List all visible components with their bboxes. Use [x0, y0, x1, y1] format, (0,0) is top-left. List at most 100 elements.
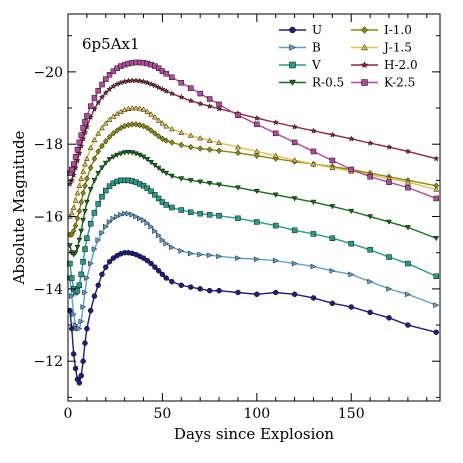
- data-point-r-0-5: [253, 188, 260, 195]
- data-point-j-1-5: [151, 114, 158, 120]
- data-point-j-1-5: [140, 106, 147, 112]
- data-point-v: [178, 207, 185, 213]
- data-point-u: [140, 255, 147, 261]
- data-point-k-2-5: [70, 161, 77, 167]
- series-line-h-2-0: [69, 79, 437, 185]
- data-point-b: [216, 253, 223, 260]
- y-axis-label: Absolute Magnitude: [10, 130, 28, 285]
- data-point-i-1-0: [140, 122, 147, 130]
- data-point-r-0-5: [272, 192, 279, 198]
- data-point-r-0-5: [72, 250, 79, 256]
- data-point-u: [188, 284, 194, 290]
- data-point-i-1-0: [187, 143, 194, 151]
- data-point-j-1-5: [291, 157, 298, 163]
- data-point-k-2-5: [155, 65, 162, 71]
- data-point-h-2-0: [102, 89, 110, 96]
- data-point-h-2-0: [347, 135, 355, 142]
- data-point-i-1-0: [78, 198, 85, 206]
- data-point-u: [433, 329, 439, 336]
- data-point-h-2-0: [144, 79, 151, 86]
- data-point-j-1-5: [163, 123, 170, 129]
- data-point-i-1-0: [206, 146, 213, 153]
- data-point-v: [159, 199, 166, 205]
- data-point-u: [310, 295, 317, 301]
- data-point-v: [163, 202, 169, 208]
- data-point-k-2-5: [433, 195, 439, 202]
- data-point-i-1-0: [110, 130, 117, 137]
- data-point-r-0-5: [329, 204, 336, 210]
- data-point-u: [70, 351, 77, 357]
- data-point-j-1-5: [91, 136, 98, 143]
- data-point-b: [76, 325, 83, 332]
- data-point-i-1-0: [144, 124, 151, 132]
- series-layer: [66, 59, 440, 386]
- data-point-j-1-5: [83, 155, 90, 161]
- data-point-v: [367, 247, 373, 253]
- data-point-b: [310, 263, 317, 270]
- data-point-b: [99, 229, 105, 236]
- data-point-b: [152, 228, 158, 234]
- data-point-h-2-0: [98, 93, 106, 100]
- data-point-i-1-0: [197, 145, 203, 152]
- data-point-r-0-5: [91, 178, 98, 184]
- legend-entry-r-0-5: R-0.5: [279, 76, 344, 90]
- data-point-u: [272, 289, 279, 296]
- data-point-k-2-5: [80, 125, 86, 131]
- data-point-i-1-0: [178, 141, 185, 149]
- data-point-b: [69, 293, 75, 299]
- data-point-h-2-0: [291, 123, 298, 130]
- data-point-u: [84, 325, 90, 332]
- series-line-v: [69, 179, 437, 294]
- data-point-h-2-0: [81, 129, 89, 136]
- data-point-j-1-5: [168, 126, 175, 132]
- data-point-i-1-0: [254, 152, 260, 159]
- legend-marker-v: [289, 61, 296, 69]
- data-point-v: [216, 213, 222, 219]
- data-point-u: [103, 264, 109, 270]
- data-point-u: [169, 278, 175, 285]
- data-point-v: [76, 282, 83, 288]
- data-point-j-1-5: [329, 164, 336, 170]
- data-point-u: [95, 282, 101, 288]
- data-point-b: [87, 260, 94, 267]
- data-point-h-2-0: [125, 77, 132, 84]
- data-point-k-2-5: [110, 68, 117, 74]
- data-point-k-2-5: [103, 76, 109, 82]
- data-point-r-0-5: [110, 154, 117, 160]
- data-point-u: [80, 358, 86, 364]
- data-point-v: [69, 275, 75, 281]
- data-point-r-0-5: [133, 151, 139, 157]
- data-point-v: [235, 215, 241, 222]
- data-point-i-1-0: [216, 147, 222, 154]
- data-point-r-0-5: [67, 243, 73, 249]
- data-point-k-2-5: [91, 95, 98, 101]
- model-annotation: 6p5Ax1: [82, 35, 140, 53]
- data-point-i-1-0: [129, 121, 135, 128]
- data-point-r-0-5: [121, 150, 128, 156]
- data-point-h-2-0: [110, 82, 117, 90]
- series-b: [67, 210, 440, 332]
- legend-label-b: B: [312, 41, 321, 55]
- data-point-j-1-5: [235, 144, 241, 150]
- data-point-r-0-5: [433, 236, 440, 242]
- series-line-u: [69, 252, 437, 385]
- data-point-b: [106, 219, 113, 225]
- data-point-b: [163, 240, 170, 247]
- data-point-b: [121, 210, 128, 217]
- data-point-i-1-0: [148, 127, 154, 134]
- data-point-u: [235, 289, 241, 296]
- y-tick-label: −20: [33, 65, 63, 81]
- data-point-r-0-5: [76, 237, 83, 244]
- data-point-i-1-0: [159, 135, 166, 143]
- data-point-b: [367, 278, 374, 285]
- data-point-j-1-5: [272, 152, 279, 159]
- data-point-u: [329, 300, 336, 307]
- data-point-v: [433, 273, 439, 279]
- y-tick-label: −18: [33, 137, 63, 153]
- data-point-k-2-5: [163, 70, 169, 77]
- data-point-b: [178, 248, 185, 254]
- data-point-k-2-5: [78, 132, 84, 138]
- data-point-r-0-5: [206, 181, 213, 187]
- data-point-r-0-5: [178, 176, 185, 182]
